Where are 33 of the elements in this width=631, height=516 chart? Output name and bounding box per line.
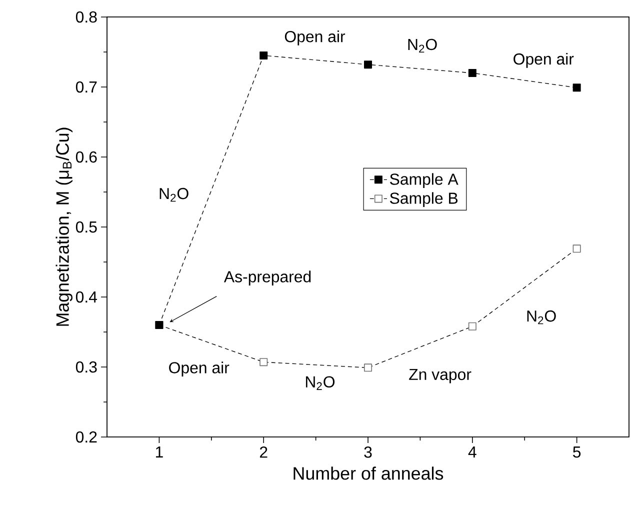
annotation: Zn vapor bbox=[409, 368, 472, 384]
annotation: As-prepared bbox=[224, 270, 311, 286]
legend-label: Sample A bbox=[390, 173, 458, 188]
annotation: Open air bbox=[514, 52, 574, 68]
x-tick-label: 4 bbox=[468, 446, 476, 458]
point bbox=[364, 364, 372, 372]
annotation: Open air bbox=[284, 30, 346, 46]
annotation: N$_{2}$O bbox=[408, 38, 437, 53]
point bbox=[468, 322, 476, 330]
y-tick-label: 0.8 bbox=[76, 11, 97, 23]
x-tick-label: 3 bbox=[364, 446, 372, 458]
annotation: N$_{2}$O bbox=[160, 188, 188, 202]
y-tick-label: 0.2 bbox=[76, 431, 97, 443]
y-axis-title: Magnetization, M (μ$_{B}$/Cu) bbox=[56, 128, 72, 326]
annotation: N$_{2}$O bbox=[306, 376, 335, 390]
legend-label: Sample B bbox=[390, 192, 458, 208]
y-tick-label: 0.7 bbox=[76, 81, 97, 93]
annotation: Open air bbox=[169, 362, 230, 377]
y-tick-label: 0.3 bbox=[76, 361, 97, 373]
point bbox=[364, 60, 372, 69]
point bbox=[260, 358, 268, 366]
point bbox=[572, 84, 581, 92]
y-tick-label: 0.4 bbox=[76, 291, 98, 303]
x-axis-title: Number of anneals bbox=[294, 466, 444, 480]
y-tick-label: 0.6 bbox=[76, 151, 97, 163]
point bbox=[572, 244, 581, 253]
point bbox=[468, 68, 476, 77]
x-tick-label: 2 bbox=[260, 446, 268, 458]
point bbox=[260, 51, 268, 60]
annotation: N$_{2}$O bbox=[527, 310, 556, 324]
x-tick-label: 5 bbox=[573, 446, 581, 458]
y-tick-label: 0.5 bbox=[76, 221, 97, 233]
x-tick-label: 1 bbox=[156, 446, 163, 458]
